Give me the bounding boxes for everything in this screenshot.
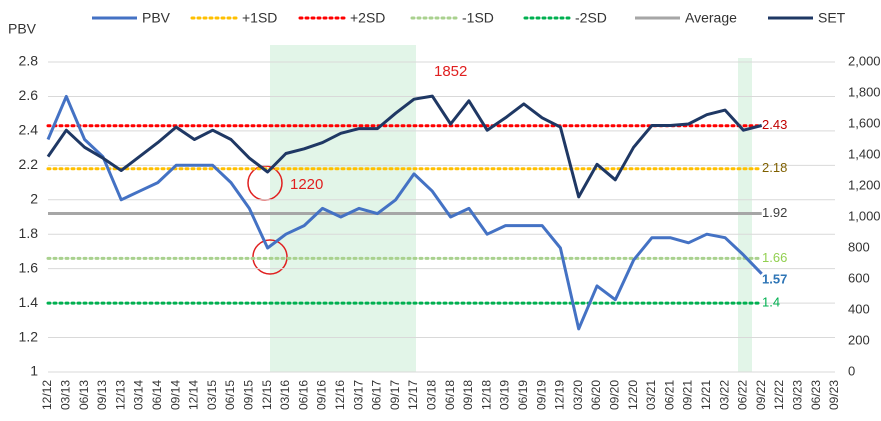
x-tick-label: 12/20 — [626, 380, 640, 410]
x-tick-label: 03/22 — [717, 380, 731, 410]
x-tick-label: 03/19 — [498, 380, 512, 410]
reference-label: 2.18 — [762, 160, 787, 175]
y2-tick-label: 600 — [848, 270, 870, 285]
x-tick-label: 06/18 — [443, 380, 457, 410]
x-tick-label: 06/14 — [150, 380, 164, 410]
annotation: 1852 — [434, 63, 467, 80]
x-tick-label: 03/21 — [644, 380, 658, 410]
x-tick-label: 06/23 — [809, 380, 823, 410]
y2-tick-label: 2,000 — [848, 53, 881, 68]
x-tick-label: 03/17 — [351, 380, 365, 410]
x-tick-label: 09/13 — [95, 380, 109, 410]
x-tick-label: 12/21 — [699, 380, 713, 410]
annotation: 1220 — [290, 176, 323, 193]
x-tick-label: 09/16 — [315, 380, 329, 410]
x-tick-label: 12/16 — [333, 380, 347, 410]
x-tick-label: 09/17 — [388, 380, 402, 410]
y2-tick-label: 1,000 — [848, 208, 881, 223]
reference-label: 1.66 — [762, 250, 787, 265]
y-tick-label: 1.8 — [19, 225, 39, 241]
y-axis-title: PBV — [8, 21, 37, 37]
x-tick-label: 06/16 — [296, 380, 310, 410]
y2-tick-label: 1,600 — [848, 115, 881, 130]
reference-label: 1.4 — [762, 295, 780, 310]
series-line — [46, 94, 763, 199]
x-tick-label: 09/20 — [607, 380, 621, 410]
y2-tick-label: 1,400 — [848, 146, 881, 161]
x-tick-label: 12/13 — [113, 380, 127, 410]
y-tick-label: 2 — [30, 190, 38, 206]
y2-tick-label: 1,200 — [848, 177, 881, 192]
x-tick-label: 12/19 — [553, 380, 567, 410]
y2-tick-label: 200 — [848, 332, 870, 347]
x-tick-label: 06/22 — [736, 380, 750, 410]
y-tick-label: 2.2 — [19, 156, 39, 172]
highlight-band — [270, 45, 416, 372]
y-tick-label: 1 — [30, 363, 38, 379]
x-tick-label: 12/14 — [187, 380, 201, 410]
legend-label: PBV — [142, 10, 171, 26]
x-tick-label: 06/20 — [589, 380, 603, 410]
legend-label: Average — [685, 10, 737, 26]
legend-label: SET — [818, 10, 846, 26]
x-tick-label: 12/17 — [406, 380, 420, 410]
x-tick-label: 09/22 — [754, 380, 768, 410]
y-tick-label: 1.2 — [19, 328, 39, 344]
series-line — [46, 94, 763, 331]
legend-label: +1SD — [242, 10, 277, 26]
y2-tick-label: 400 — [848, 301, 870, 316]
x-tick-label: 03/23 — [790, 380, 804, 410]
legend-label: +2SD — [350, 10, 385, 26]
x-tick-label: 06/13 — [77, 380, 91, 410]
y2-tick-label: 800 — [848, 239, 870, 254]
x-tick-label: 09/21 — [681, 380, 695, 410]
x-tick-label: 03/20 — [571, 380, 585, 410]
x-tick-label: 12/15 — [260, 380, 274, 410]
x-tick-label: 09/18 — [461, 380, 475, 410]
x-tick-label: 03/13 — [58, 380, 72, 410]
y-tick-label: 1.6 — [19, 259, 39, 275]
y-tick-label: 1.4 — [19, 294, 39, 310]
x-tick-label: 03/16 — [278, 380, 292, 410]
y-tick-label: 2.6 — [19, 87, 39, 103]
x-tick-label: 12/22 — [772, 380, 786, 410]
x-tick-label: 03/14 — [132, 380, 146, 410]
x-tick-label: 06/15 — [223, 380, 237, 410]
x-tick-label: 06/21 — [662, 380, 676, 410]
x-tick-label: 09/14 — [168, 380, 182, 410]
legend-label: -1SD — [462, 10, 494, 26]
x-tick-label: 09/19 — [534, 380, 548, 410]
x-tick-label: 03/18 — [424, 380, 438, 410]
x-tick-label: 09/15 — [241, 380, 255, 410]
y-tick-label: 2.8 — [19, 53, 39, 69]
end-value-label: 1.57 — [762, 271, 787, 286]
y2-tick-label: 1,800 — [848, 84, 881, 99]
legend-label: -2SD — [575, 10, 607, 26]
x-tick-label: 12/18 — [479, 380, 493, 410]
reference-label: 1.92 — [762, 205, 787, 220]
x-tick-label: 03/15 — [205, 380, 219, 410]
y2-tick-label: 0 — [848, 363, 855, 378]
x-tick-label: 06/17 — [370, 380, 384, 410]
x-tick-label: 12/12 — [40, 380, 54, 410]
x-tick-label: 06/19 — [516, 380, 530, 410]
y-tick-label: 2.4 — [19, 122, 39, 138]
reference-label: 2.43 — [762, 117, 787, 132]
x-tick-label: 09/23 — [827, 380, 841, 410]
